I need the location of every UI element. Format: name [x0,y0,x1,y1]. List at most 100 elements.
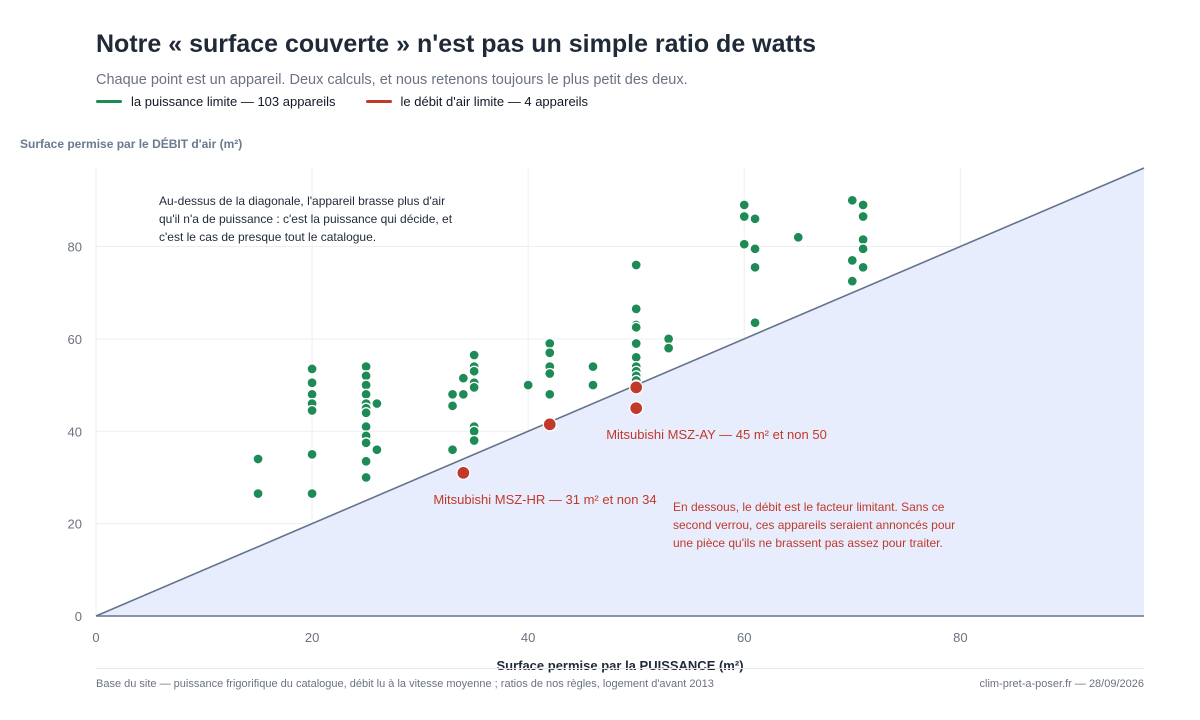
x-tick-label: 20 [305,630,319,645]
diagonal-line [95,167,1145,617]
point-power-limited [749,213,761,225]
point-power-limited [749,243,761,255]
point-power-limited [662,342,675,354]
y-tick-label: 80 [68,240,82,255]
legend-item-airflow: le débit d'air limite — 4 appareils [365,94,588,109]
point-power-limited [252,453,264,465]
point-power-limited [544,347,556,359]
point-power-limited [749,317,761,329]
legend-swatch-power [96,100,122,103]
annotation-below-line: En dessous, le débit est le facteur limi… [673,500,945,514]
diagonal-layer [95,167,1145,617]
x-axis-title: Surface permise par la PUISSANCE (m²) [496,658,743,673]
point-power-limited [446,388,459,400]
point-power-limited [630,337,642,350]
point-power-limited [587,379,599,391]
y-axis-title: Surface permise par le DÉBIT d'air (m²) [20,136,242,151]
point-power-limited [360,471,372,484]
point-power-limited [857,243,869,255]
point-power-limited [857,199,869,211]
legend-label-airflow: le débit d'air limite — 4 appareils [400,94,588,109]
point-power-limited [468,349,480,361]
point-power-limited [630,303,642,315]
axis-layer: 0 20 40 60 80 0 20 40 60 80 Surface permise par la… [20,136,1144,673]
point-power-limited [360,370,372,382]
point-power-limited [846,275,858,287]
point-airflow-limited [629,380,644,395]
point-power-limited [360,388,372,400]
point-power-limited [522,379,534,391]
point-power-limited [468,365,480,377]
point-power-limited [306,487,318,500]
point-power-limited [360,455,372,467]
chart-title: Notre « surface couverte » n'est pas un … [96,30,817,58]
point-power-limited [306,388,318,400]
point-power-limited [544,337,556,350]
point-power-limited [360,437,372,449]
chart-subtitle: Chaque point est un appareil. Deux calcu… [96,72,688,88]
point-power-limited [738,210,750,223]
point-power-limited [630,321,642,333]
annotation-above-line: Au-dessus de la diagonale, l'appareil br… [159,194,445,208]
points-layer [252,194,869,500]
annotation-below-line: second verrou, ces appareils seraient an… [673,518,955,532]
grid-layer [95,168,1144,616]
point-power-limited [371,397,383,410]
point-annotation-label: Mitsubishi MSZ-HR — 31 m² et non 34 [433,492,656,507]
point-power-limited [662,333,675,345]
footer-divider [96,668,1144,669]
point-power-limited [360,407,372,419]
point-power-limited [360,360,372,373]
footer-credit: clim-pret-a-poser.fr — 28/09/2026 [979,678,1144,690]
point-power-limited [306,363,318,375]
x-tick-label: 0 [92,630,99,645]
labels-layer: Mitsubishi MSZ-HR — 31 m² et non 34 Mitsu… [159,194,955,550]
point-power-limited [446,444,459,456]
point-power-limited [587,360,599,373]
point-power-limited [446,400,459,412]
point-airflow-limited [542,417,557,432]
point-power-limited [738,199,750,211]
point-power-limited [544,388,556,400]
chart-legend: la puissance limite — 103 appareils le d… [96,94,588,109]
point-power-limited [544,367,556,380]
footer-source: Base du site — puissance frigorifique du… [96,678,714,690]
point-power-limited [457,372,469,384]
point-power-limited [360,379,372,391]
point-annotation-label: Mitsubishi MSZ-AY — 45 m² et non 50 [606,427,827,442]
point-power-limited [749,261,761,273]
x-tick-label: 80 [953,630,967,645]
point-power-limited [252,487,264,500]
point-power-limited [846,194,858,206]
point-airflow-limited [456,465,471,480]
point-power-limited [630,259,642,271]
legend-item-power: la puissance limite — 103 appareils [96,94,336,109]
x-tick-label: 40 [521,630,535,645]
y-tick-label: 0 [75,609,82,624]
point-power-limited [306,448,318,461]
x-tick-label: 60 [737,630,751,645]
point-power-limited [738,238,750,250]
point-power-limited [846,254,858,267]
point-power-limited [792,231,804,243]
y-tick-label: 60 [68,332,82,347]
legend-label-power: la puissance limite — 103 appareils [131,94,336,109]
y-tick-label: 20 [68,517,82,532]
point-power-limited [630,351,642,364]
point-airflow-limited [629,401,644,416]
y-tick-label: 40 [68,424,82,439]
point-power-limited [306,377,318,389]
annotation-above-line: c'est le cas de presque tout le catalogu… [159,230,376,244]
point-power-limited [857,261,869,273]
point-power-limited [468,425,480,437]
annotation-above-line: qu'il n'a de puissance : c'est la puissa… [159,212,453,226]
point-power-limited [360,420,372,433]
legend-swatch-airflow [365,100,392,103]
point-power-limited [468,434,480,447]
point-power-limited [457,388,469,400]
annotation-below-line: une pièce qu'ils ne brassent pas assez p… [673,536,943,550]
point-power-limited [857,233,869,246]
point-power-limited [468,381,480,394]
point-power-limited [371,444,383,456]
